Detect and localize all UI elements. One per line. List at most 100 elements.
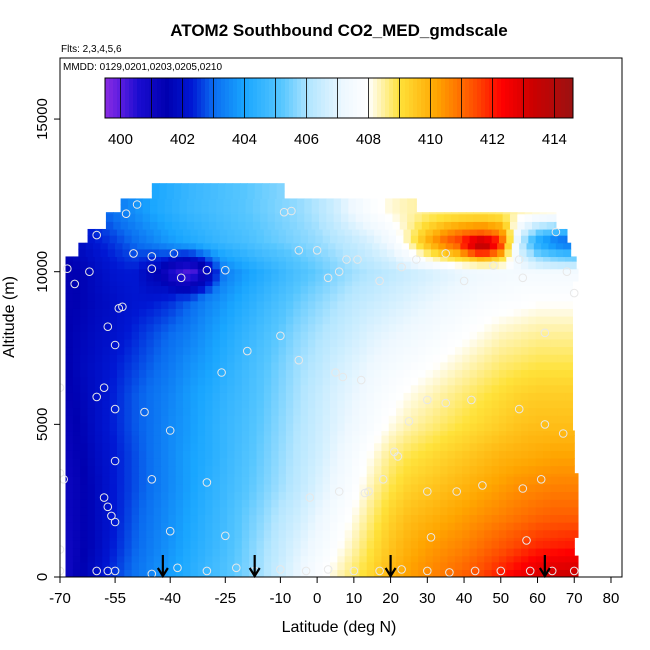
heatmap-cell: [454, 514, 463, 523]
heatmap-cell: [322, 529, 331, 538]
heatmap-cell: [329, 555, 338, 563]
heatmap-cell: [418, 323, 427, 332]
heatmap-cell: [440, 261, 449, 270]
heatmap-cell: [546, 212, 555, 215]
heatmap-cell: [183, 361, 191, 370]
heatmap-cell: [219, 548, 228, 557]
heatmap-cell: [528, 346, 537, 355]
heatmap-cell: [271, 315, 280, 325]
heatmap-cell: [454, 506, 463, 516]
heatmap-cell: [328, 248, 337, 258]
heatmap-cell: [329, 384, 338, 393]
heatmap-cell: [142, 204, 151, 213]
heatmap-cell: [241, 268, 250, 274]
heatmap-cell: [161, 499, 169, 508]
heatmap-cell: [109, 300, 118, 309]
heatmap-cell: [535, 384, 544, 393]
heatmap-cell: [469, 293, 478, 302]
heatmap-cell: [197, 300, 206, 309]
heatmap-cell: [469, 300, 478, 309]
heatmap-cell: [307, 473, 316, 477]
heatmap-cell: [322, 407, 331, 416]
heatmap-cell: [249, 346, 258, 355]
heatmap-cell: [168, 300, 177, 309]
heatmap-cell: [565, 540, 574, 549]
heatmap-cell: [285, 540, 294, 549]
heatmap-cell: [476, 346, 485, 355]
heatmap-cell: [157, 212, 166, 215]
heatmap-cell: [565, 228, 568, 236]
heatmap-cell: [102, 537, 111, 541]
heatmap-cell: [374, 228, 383, 236]
heatmap-cell: [543, 338, 551, 348]
heatmap-cell: [388, 442, 397, 451]
heatmap-cell: [557, 473, 566, 477]
heatmap-cell: [403, 548, 412, 557]
heatmap-cell: [432, 285, 441, 294]
heatmap-cell: [149, 221, 158, 230]
heatmap-cell: [572, 435, 575, 444]
heatmap-cell: [252, 204, 261, 213]
heatmap-cell: [396, 377, 405, 386]
heatmap-cell: [293, 308, 302, 317]
heatmap-cell: [447, 415, 456, 424]
heatmap-cell: [476, 561, 485, 570]
heatmap-cell: [535, 407, 544, 416]
heatmap-cell: [190, 430, 199, 436]
heatmap-cell: [260, 198, 269, 206]
heatmap-cell: [528, 499, 537, 508]
heatmap-cell: [293, 457, 302, 467]
heatmap-cell: [432, 473, 441, 477]
heatmap-cell: [572, 506, 579, 516]
heatmap-cell: [300, 354, 309, 363]
heatmap-cell: [262, 190, 270, 200]
heatmap-cell: [352, 540, 360, 549]
heatmap-cell: [352, 315, 360, 325]
heatmap-cell: [197, 361, 206, 370]
heatmap-cell: [102, 315, 111, 325]
heatmap-cell: [528, 300, 537, 309]
heatmap-cell: [557, 384, 566, 393]
heatmap-cell: [550, 293, 559, 302]
heatmap-cell: [432, 476, 441, 485]
heatmap-cell: [528, 465, 537, 474]
heatmap-cell: [329, 561, 338, 570]
heatmap-cell: [109, 293, 118, 302]
heatmap-cell: [498, 280, 507, 287]
heatmap-cell: [447, 346, 456, 355]
heatmap-cell: [396, 323, 405, 332]
heatmap-cell: [293, 442, 302, 451]
heatmap-cell: [480, 212, 489, 215]
heatmap-cell: [256, 473, 265, 477]
heatmap-cell: [329, 540, 338, 549]
heatmap-cell: [161, 435, 169, 444]
heatmap-cell: [491, 361, 500, 370]
heatmap-cell: [363, 221, 371, 230]
heatmap-cell: [506, 361, 515, 370]
heatmap-cell: [249, 450, 258, 459]
heatmap-cell: [377, 213, 386, 222]
heatmap-cell: [557, 285, 566, 294]
heatmap-cell: [410, 483, 419, 493]
heatmap-cell: [311, 198, 320, 206]
heatmap-cell: [241, 450, 250, 459]
colorbar-tick-label: 400: [108, 131, 133, 148]
heatmap-cell: [337, 569, 346, 577]
heatmap-cell: [278, 354, 287, 363]
heatmap-cell: [256, 506, 265, 516]
heatmap-cell: [454, 369, 463, 378]
heatmap-cell: [249, 415, 258, 424]
heatmap-cell: [102, 361, 111, 370]
heatmap-cell: [403, 476, 412, 485]
heatmap-cell: [116, 268, 125, 274]
heatmap-cell: [131, 457, 140, 467]
heatmap-cell: [300, 473, 309, 477]
heatmap-cell: [278, 293, 287, 302]
heatmap-cell: [300, 280, 309, 287]
heatmap-cell: [197, 399, 206, 409]
heatmap-cell: [197, 315, 206, 325]
heatmap-cell: [205, 555, 214, 563]
heatmap-cell: [256, 235, 265, 244]
heatmap-cell: [234, 450, 243, 459]
heatmap-cell: [410, 430, 419, 436]
